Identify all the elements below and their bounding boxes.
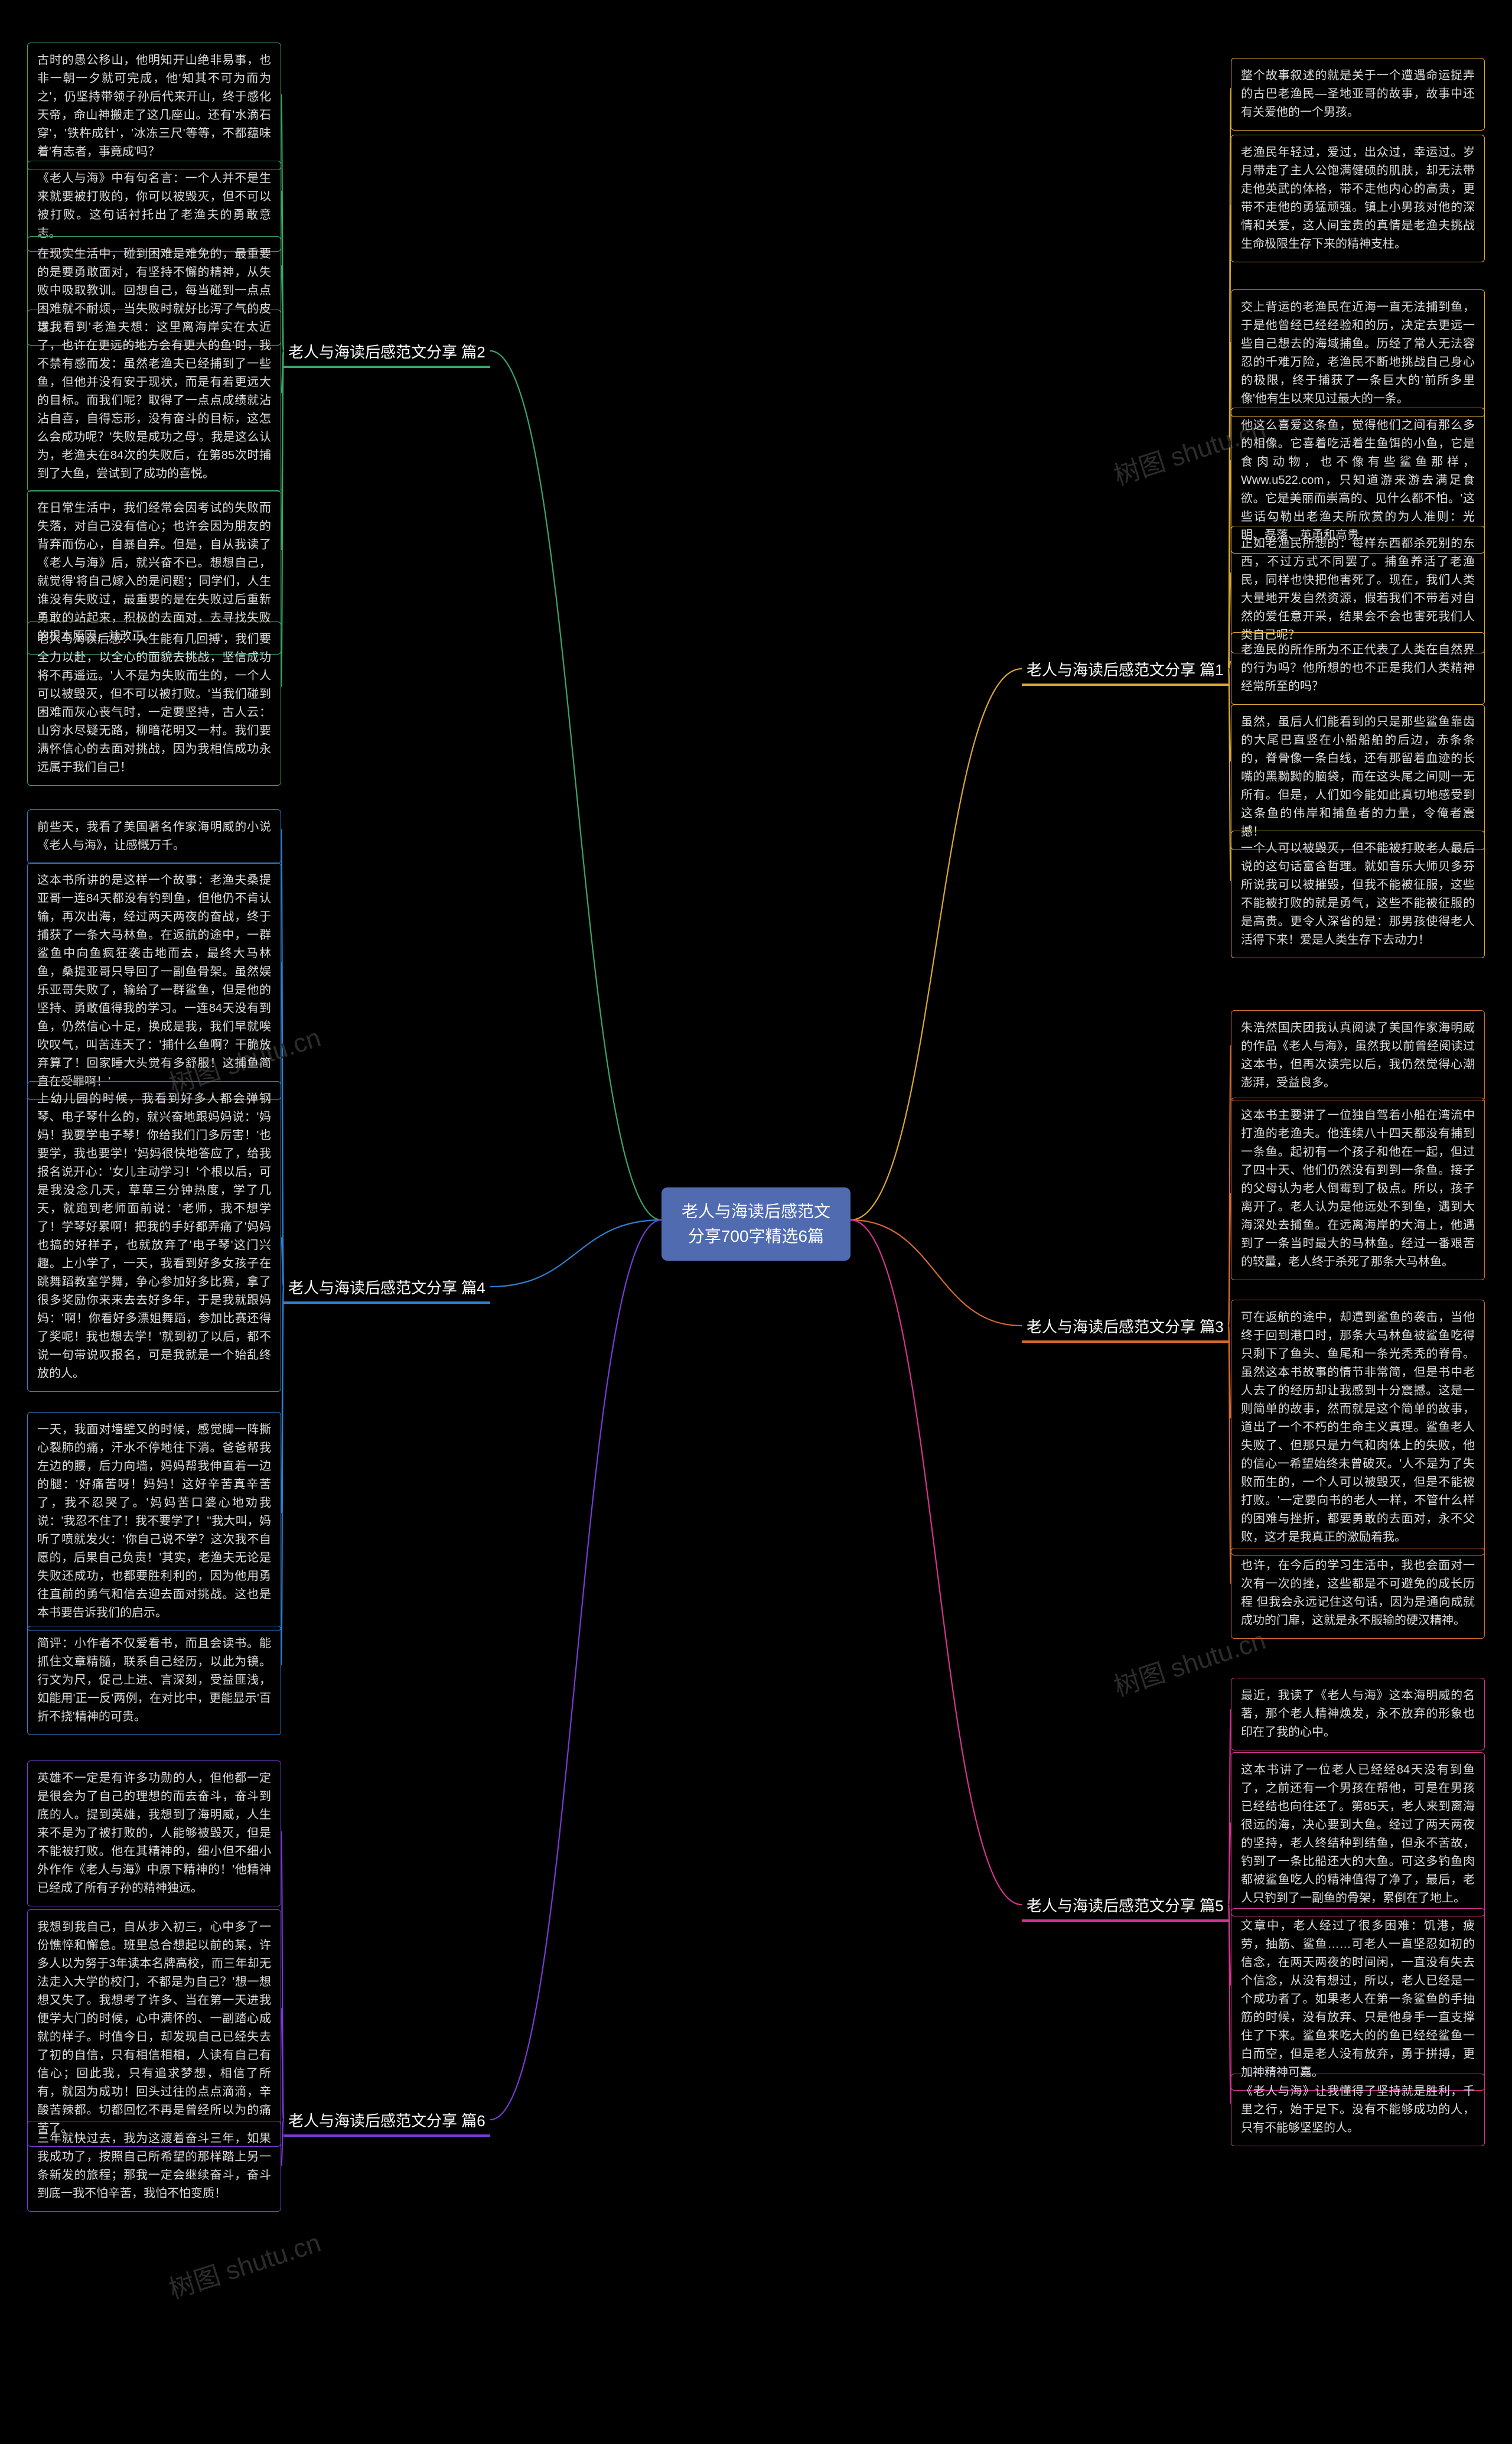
leaf-node-b1-0[interactable]: 整个故事叙述的就是关于一个遭遇命运捉弄的古巴老渔民—圣地亚哥的故事，故事中还有关… [1231,58,1485,131]
leaf-node-b5-1[interactable]: 这本书讲了一位老人已经经84天没有到鱼了，之前还有一个男孩在帮他，可是在男孩已经… [1231,1752,1485,1916]
branch-node-b3[interactable]: 老人与海读后感范文分享 篇3 [1022,1312,1228,1343]
leaf-node-b2-5[interactable]: 老人与海读后感：'人生能有几回搏'，我们要全力以赴，以全心的面貌去挑战，坚信成功… [27,621,281,786]
leaf-node-b5-2[interactable]: 文章中，老人经过了很多困难：饥港，疲劳，抽筋、鲨鱼……可老人一直坚忍如初的信念，… [1231,1908,1485,2091]
branch-node-b2[interactable]: 老人与海读后感范文分享 篇2 [284,337,490,368]
leaf-node-b2-3[interactable]: 当我看到'老渔夫想：这里离海岸实在太近了，也许在更远的地方会有更大的鱼'时，我不… [27,310,281,492]
leaf-node-b6-0[interactable]: 英雄不一定是有许多功勋的人，但他都一定是很会为了自己的理想的而去奋斗，奋斗到底的… [27,1760,281,1906]
branch-node-b4[interactable]: 老人与海读后感范文分享 篇4 [284,1273,490,1304]
leaf-node-b5-3[interactable]: 《老人与海》让我懂得了坚持就是胜利，千里之行，始于足下。没有不能够成功的人，只有… [1231,2074,1485,2146]
leaf-node-b4-0[interactable]: 前些天，我看了美国著名作家海明威的小说《老人与海》，让感慨万千。 [27,809,281,864]
leaf-node-b2-0[interactable]: 古时的愚公移山，他明知开山绝非易事，也非一朝一夕就可完成，他'知其不可为而为之'… [27,43,281,170]
branch-node-b5[interactable]: 老人与海读后感范文分享 篇5 [1022,1890,1228,1922]
leaf-node-b1-6[interactable]: 虽然，虽后人们能看到的只是那些鲨鱼靠齿的大尾巴直竖在小船船舶的后边，赤条条的，脊… [1231,704,1485,850]
leaf-node-b1-2[interactable]: 交上背运的老渔民在近海一直无法捕到鱼，于是他曾经已经经验和的历，决定去更远一些自… [1231,289,1485,417]
leaf-node-b4-1[interactable]: 这本书所讲的是这样一个故事：老渔夫桑提亚哥一连84天都没有钓到鱼，但他仍不肯认输… [27,863,281,1100]
leaf-node-b3-0[interactable]: 朱浩然国庆团我认真阅读了美国作家海明威的作品《老人与海》，虽然我以前曾经阅读过这… [1231,1010,1485,1101]
leaf-node-b1-7[interactable]: 一个人可以被毁灭，但不能被打败老人最后说的这句话富含哲理。就如音乐大师贝多芬所说… [1231,831,1485,958]
leaf-node-b3-3[interactable]: 也许，在今后的学习生活中，我也会面对一次有一次的挫，这些都是不可避免的成长历程 … [1231,1548,1485,1639]
leaf-node-b3-1[interactable]: 这本书主要讲了一位独自驾着小船在湾流中打渔的老渔夫。他连续八十四天都没有捕到一条… [1231,1098,1485,1280]
branch-node-b1[interactable]: 老人与海读后感范文分享 篇1 [1022,655,1228,686]
leaf-node-b4-3[interactable]: 一天，我面对墙壁又的时候，感觉脚一阵撕心裂肺的痛，汗水不停地往下淌。爸爸帮我左边… [27,1412,281,1631]
center-node[interactable]: 老人与海读后感范文分享700字精选6篇 [662,1187,850,1261]
leaf-node-b1-1[interactable]: 老渔民年轻过，爱过，出众过，幸运过。岁月带走了主人公饱满健硕的肌肤，却无法带走他… [1231,135,1485,262]
leaf-node-b4-4[interactable]: 简评：小作者不仅爱看书，而且会读书。能抓住文章精髓，联系自己经历，以此为镜。行文… [27,1626,281,1735]
leaf-node-b6-1[interactable]: 我想到我自己，自从步入初三，心中多了一份憔悴和懈怠。班里总合想起以前的某，许多人… [27,1909,281,2147]
leaf-node-b6-2[interactable]: 三年就快过去，我为这渡着奋斗三年，如果我成功了，按照自己所希望的那样踏上另一条新… [27,2121,281,2212]
branch-node-b6[interactable]: 老人与海读后感范文分享 篇6 [284,2105,490,2137]
watermark: 树图 shutu.cn [164,2221,325,2306]
leaf-node-b3-2[interactable]: 可在返航的途中，却遭到鲨鱼的袭击，当他终于回到港口时，那条大马林鱼被鲨鱼吃得只剩… [1231,1300,1485,1555]
leaf-node-b1-5[interactable]: 老渔民的所作所为不正代表了人类在自然界的行为吗？他所想的也不正是我们人类精神经常… [1231,632,1485,705]
leaf-node-b4-2[interactable]: 上幼儿园的时候，我看到好多人都会弹钢琴、电子琴什么的，就兴奋地跟妈妈说：'妈妈！… [27,1081,281,1392]
leaf-node-b5-0[interactable]: 最近，我读了《老人与海》这本海明威的名著，那个老人精神焕发，永不放弃的形象也印在… [1231,1678,1485,1750]
